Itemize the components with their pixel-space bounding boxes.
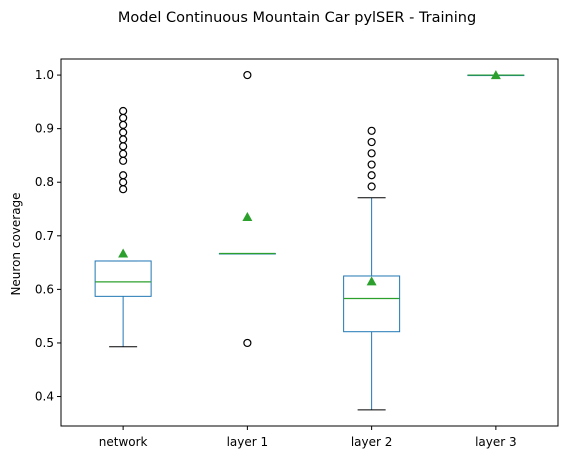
x-tick-label: network bbox=[99, 435, 148, 449]
x-tick-label: layer 3 bbox=[475, 435, 517, 449]
box-iqr bbox=[94, 260, 152, 297]
mean-marker bbox=[490, 70, 501, 80]
box-group-layer-3 bbox=[467, 70, 525, 80]
outlier-point bbox=[367, 126, 376, 135]
outlier-point bbox=[119, 156, 128, 165]
box-group-network bbox=[94, 106, 152, 348]
outlier-point bbox=[119, 171, 128, 180]
x-tick-label: layer 2 bbox=[351, 435, 393, 449]
y-axis-label: Neuron coverage bbox=[9, 192, 23, 295]
plot-frame bbox=[60, 58, 559, 427]
outlier-point bbox=[119, 185, 128, 194]
outlier-point bbox=[119, 120, 128, 129]
outlier-point bbox=[119, 113, 128, 123]
outlier-point bbox=[119, 128, 128, 137]
outlier-point bbox=[367, 149, 376, 158]
mean-marker bbox=[118, 248, 129, 258]
mean-marker bbox=[366, 276, 377, 286]
y-tick-label: 0.6 bbox=[35, 282, 54, 296]
y-tick-label: 1.0 bbox=[35, 68, 54, 82]
box-group-layer-1 bbox=[218, 70, 276, 348]
outlier-point bbox=[367, 160, 376, 169]
mean-marker bbox=[242, 212, 253, 222]
y-tick-label: 0.7 bbox=[35, 229, 54, 243]
outlier-point bbox=[243, 70, 252, 80]
y-tick-label: 0.4 bbox=[35, 390, 54, 404]
chart-title: Model Continuous Mountain Car pylSER - T… bbox=[118, 10, 476, 26]
outlier-point bbox=[119, 149, 128, 158]
outlier-point bbox=[367, 182, 376, 191]
outlier-point bbox=[119, 135, 128, 144]
outlier-point bbox=[119, 106, 128, 116]
y-tick-label: 0.9 bbox=[35, 122, 54, 136]
plot-area bbox=[94, 70, 525, 411]
outlier-point bbox=[119, 142, 128, 151]
outlier-point bbox=[367, 137, 376, 147]
y-tick-label: 0.5 bbox=[35, 336, 54, 350]
outlier-point bbox=[243, 338, 252, 348]
y-tick-label: 0.8 bbox=[35, 175, 54, 189]
box-iqr bbox=[343, 275, 401, 333]
box-group-layer-2 bbox=[343, 126, 401, 411]
x-tick-label: layer 1 bbox=[227, 435, 269, 449]
outlier-point bbox=[367, 171, 376, 180]
outlier-point bbox=[119, 178, 128, 187]
